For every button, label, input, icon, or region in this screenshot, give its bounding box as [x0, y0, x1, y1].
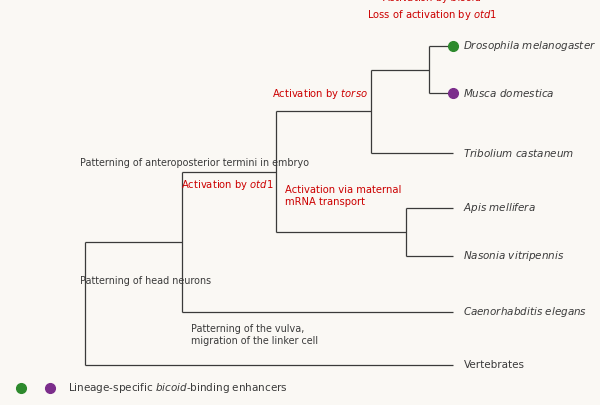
Text: $\it{Nasonia}$ $\it{vitripennis}$: $\it{Nasonia}$ $\it{vitripennis}$ — [463, 249, 565, 263]
Text: $\it{Apis}$ $\it{mellifera}$: $\it{Apis}$ $\it{mellifera}$ — [463, 201, 536, 215]
Text: $\it{Caenorhabditis}$ $\it{elegans}$: $\it{Caenorhabditis}$ $\it{elegans}$ — [463, 305, 587, 319]
Text: Activation by $\it{torso}$: Activation by $\it{torso}$ — [272, 87, 368, 101]
Text: $\it{Musca}$ $\it{domestica}$: $\it{Musca}$ $\it{domestica}$ — [463, 87, 555, 99]
Text: Activation by $\it{bicoid}$
Loss of activation by $\it{otd}$1: Activation by $\it{bicoid}$ Loss of acti… — [367, 0, 497, 22]
Text: Vertebrates: Vertebrates — [463, 360, 524, 370]
Text: Patterning of head neurons: Patterning of head neurons — [79, 276, 211, 286]
Text: Activation via maternal
mRNA transport: Activation via maternal mRNA transport — [286, 185, 401, 207]
Text: Patterning of the vulva,
migration of the linker cell: Patterning of the vulva, migration of th… — [191, 324, 319, 346]
Text: Patterning of anteroposterior termini in embryo: Patterning of anteroposterior termini in… — [79, 158, 308, 168]
Text: Lineage-specific $\it{bicoid}$-binding enhancers: Lineage-specific $\it{bicoid}$-binding e… — [68, 381, 287, 395]
Text: $\it{Drosophila}$ $\it{melanogaster}$: $\it{Drosophila}$ $\it{melanogaster}$ — [463, 39, 596, 53]
Text: Activation by $\it{otd}$1: Activation by $\it{otd}$1 — [181, 178, 274, 192]
Text: $\it{Tribolium}$ $\it{castaneum}$: $\it{Tribolium}$ $\it{castaneum}$ — [463, 147, 574, 159]
